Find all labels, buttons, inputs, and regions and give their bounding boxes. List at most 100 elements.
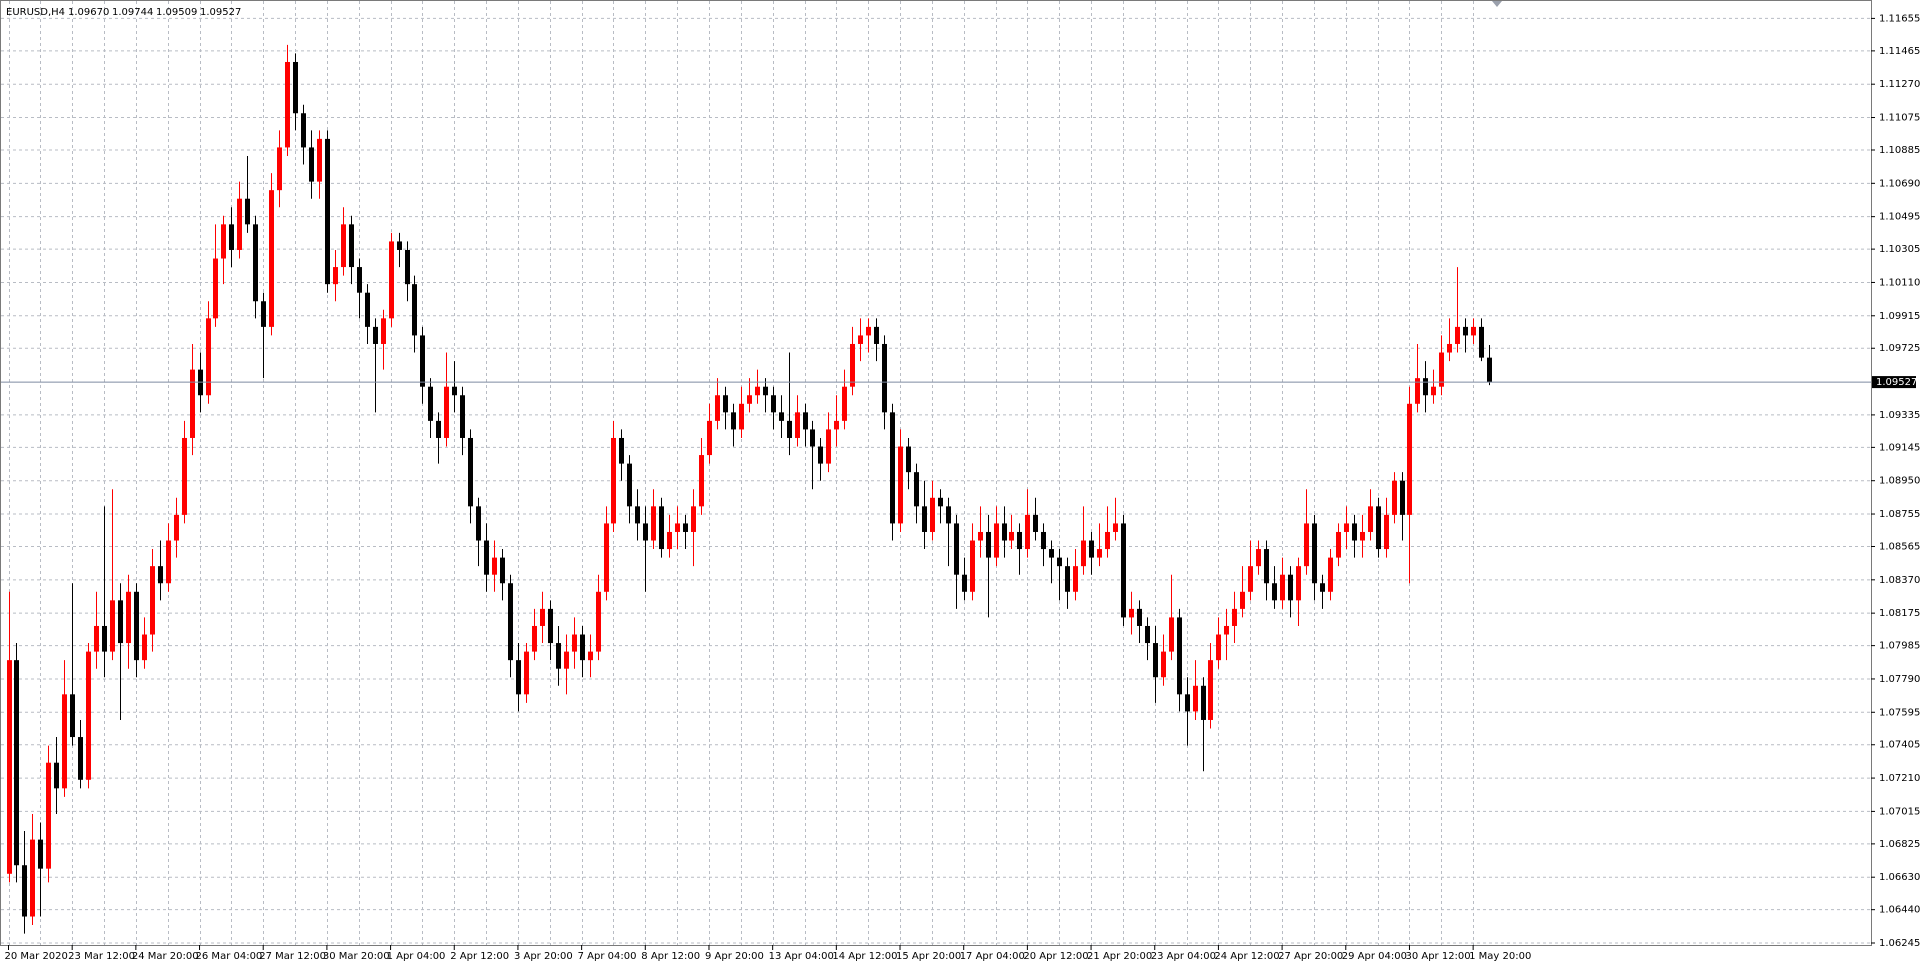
y-tick-label: 1.10305 xyxy=(1879,244,1920,255)
y-tick-label: 1.10885 xyxy=(1879,145,1920,156)
candle-body xyxy=(397,241,402,250)
candles xyxy=(7,44,1492,934)
candle-body xyxy=(341,224,346,268)
candle-body xyxy=(221,224,226,259)
candle-body xyxy=(86,651,91,780)
candle-body xyxy=(516,660,521,695)
candle-body xyxy=(532,625,537,652)
candle-body xyxy=(588,651,593,661)
candle-body xyxy=(1400,480,1405,515)
candle-body xyxy=(1415,378,1420,404)
candle-body xyxy=(858,335,863,344)
candle-body xyxy=(269,190,274,327)
candle-body xyxy=(1328,557,1333,592)
x-tick-label: 27 Mar 12:00 xyxy=(259,951,326,962)
candle-body xyxy=(1320,583,1325,592)
x-tick-label: 2 Apr 12:00 xyxy=(450,951,509,962)
candle-body xyxy=(14,660,19,866)
candle-body xyxy=(627,463,632,507)
candle-body xyxy=(1049,549,1054,558)
candle-body xyxy=(213,258,218,319)
x-tick-label: 20 Mar 2020 xyxy=(5,951,68,962)
x-tick-label: 24 Apr 12:00 xyxy=(1214,951,1279,962)
candle-body xyxy=(7,660,12,874)
candle-body xyxy=(635,506,640,524)
candle-body xyxy=(70,694,75,738)
candle-body xyxy=(707,420,712,456)
candle-body xyxy=(94,625,99,652)
candle-body xyxy=(1161,651,1166,678)
y-tick-label: 1.08565 xyxy=(1879,541,1920,552)
candle-body xyxy=(1009,531,1014,541)
candle-body xyxy=(158,566,163,584)
candle-body xyxy=(1344,523,1349,532)
y-tick-label: 1.09915 xyxy=(1879,311,1920,322)
candle-body xyxy=(1129,608,1134,618)
candle-body xyxy=(1376,506,1381,550)
candle-body xyxy=(30,839,35,917)
candle-body xyxy=(261,301,266,327)
candle-body xyxy=(1384,514,1389,550)
candle-body xyxy=(938,497,943,507)
candle-body xyxy=(381,318,386,344)
candle-body xyxy=(293,61,298,114)
candle-body xyxy=(150,566,155,635)
y-tick-label: 1.07985 xyxy=(1879,641,1920,652)
ohlc-readout: 1.09670 xyxy=(68,7,109,18)
x-tick-label: 9 Apr 20:00 xyxy=(705,951,764,962)
candle-body xyxy=(301,113,306,148)
candle-body xyxy=(1065,566,1070,592)
candle-body xyxy=(277,147,282,191)
y-tick-label: 1.08370 xyxy=(1879,575,1920,586)
x-tick-label: 30 Mar 20:00 xyxy=(323,951,390,962)
candle-body xyxy=(580,634,585,661)
candle-body xyxy=(1097,549,1102,558)
candle-body xyxy=(1288,574,1293,601)
candle-body xyxy=(1447,343,1452,353)
candle-body xyxy=(317,138,322,182)
candle-body xyxy=(1002,523,1007,541)
candle-body xyxy=(1423,378,1428,396)
candle-body xyxy=(1177,617,1182,695)
x-tick-label: 20 Apr 12:00 xyxy=(1023,951,1088,962)
candle-body xyxy=(412,284,417,336)
y-tick-label: 1.06825 xyxy=(1879,839,1920,850)
current-price-label: 1.09527 xyxy=(1876,377,1917,388)
candle-body xyxy=(229,224,234,250)
x-tick-label: 27 Apr 20:00 xyxy=(1278,951,1343,962)
x-tick-label: 29 Apr 04:00 xyxy=(1342,951,1407,962)
candle-body xyxy=(405,249,410,285)
candle-body xyxy=(1280,574,1285,601)
y-tick-label: 1.06630 xyxy=(1879,872,1920,883)
candle-body xyxy=(604,523,609,592)
y-tick-label: 1.07595 xyxy=(1879,707,1920,718)
candle-body xyxy=(1105,531,1110,550)
candle-body xyxy=(245,198,250,225)
candle-body xyxy=(102,625,107,652)
candle-body xyxy=(747,395,752,404)
candle-body xyxy=(1479,326,1484,358)
candle-body xyxy=(619,437,624,464)
candle-body xyxy=(1431,386,1436,396)
candle-body xyxy=(834,420,839,430)
candle-body xyxy=(436,420,441,438)
candle-body xyxy=(428,386,433,421)
x-tick-label: 23 Apr 04:00 xyxy=(1151,951,1216,962)
x-tick-label: 7 Apr 04:00 xyxy=(578,951,637,962)
candle-body xyxy=(62,694,67,789)
candle-body xyxy=(134,591,139,661)
x-tick-label: 1 Apr 04:00 xyxy=(387,951,446,962)
y-tick-label: 1.06440 xyxy=(1879,905,1920,916)
candle-body xyxy=(349,224,354,268)
y-tick-label: 1.08755 xyxy=(1879,509,1920,520)
candle-body xyxy=(659,506,664,550)
candle-body xyxy=(803,412,808,430)
candle-body xyxy=(460,395,465,438)
candle-body xyxy=(1248,566,1253,592)
y-tick-label: 1.09145 xyxy=(1879,442,1920,453)
candle-body xyxy=(1296,566,1301,601)
candle-body xyxy=(110,600,115,652)
current-price-box xyxy=(1872,376,1916,389)
price-axis: 1.11655 1.11465 1.11270 1.11075 1.10885 1.106… xyxy=(1,13,1920,962)
